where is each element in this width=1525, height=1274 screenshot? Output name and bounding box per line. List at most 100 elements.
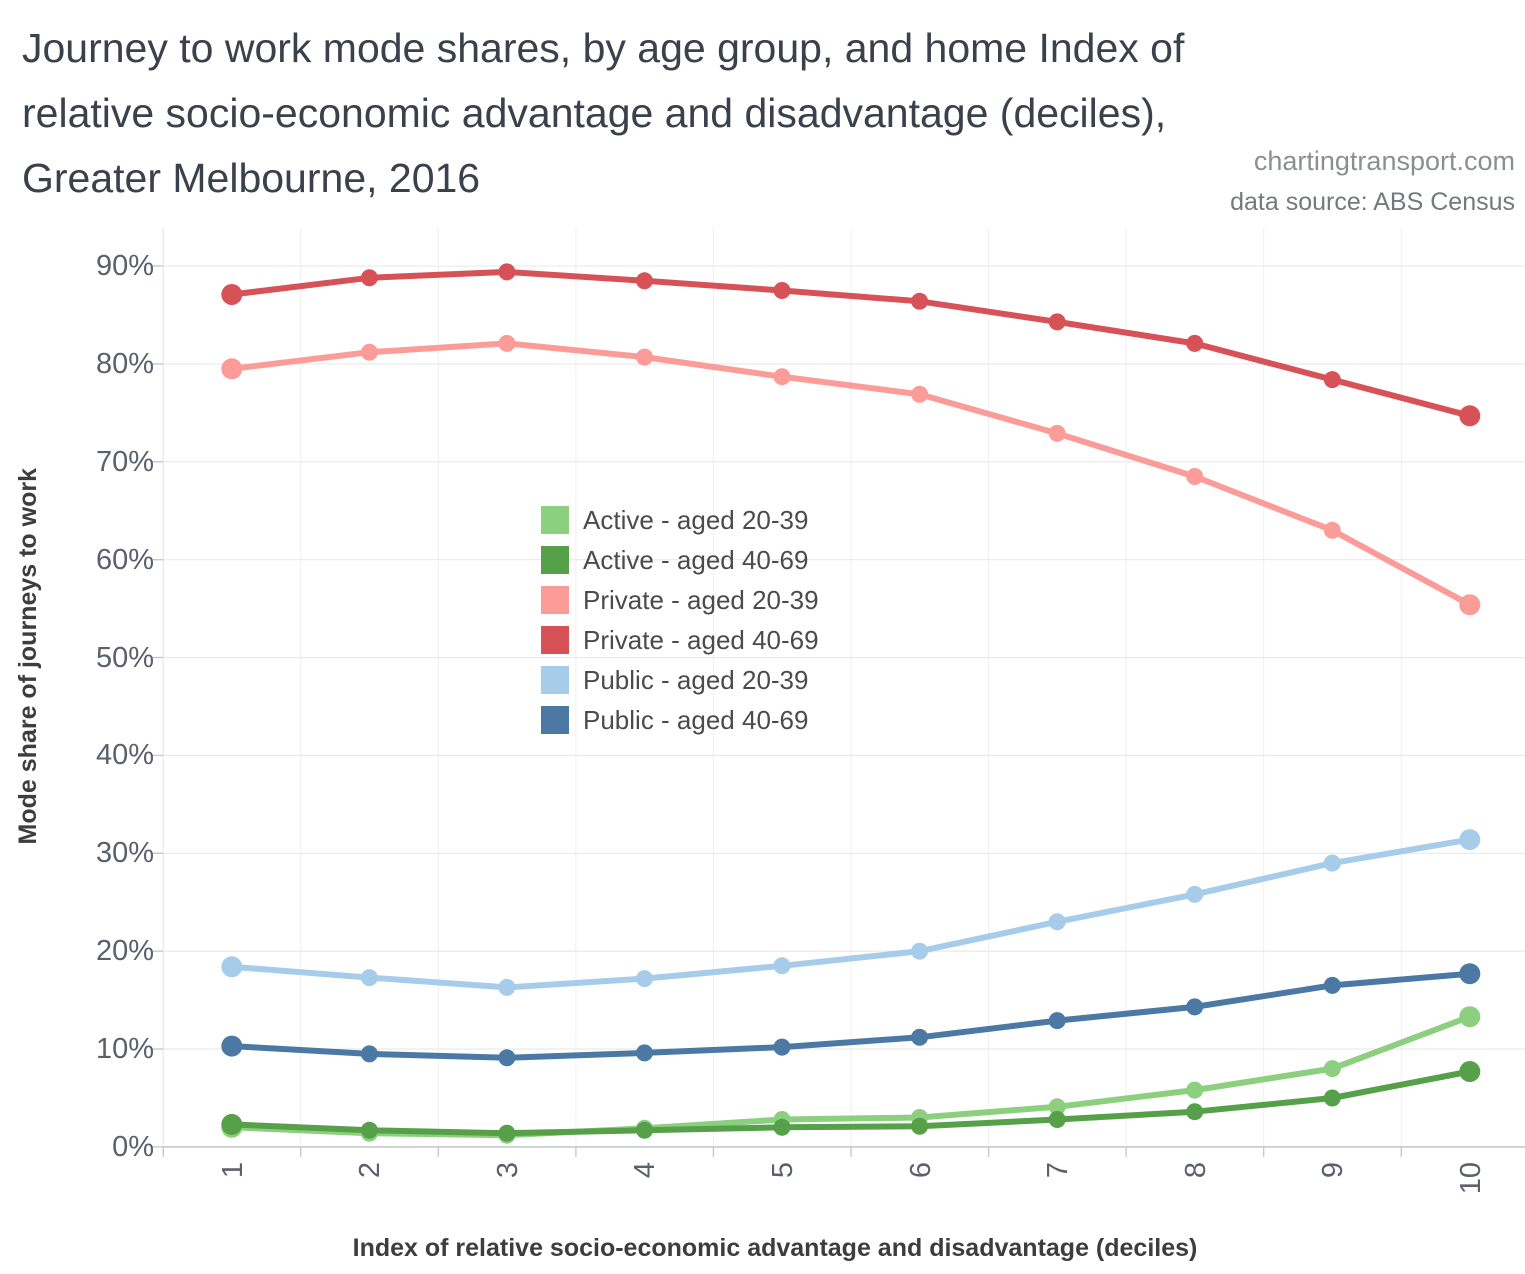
data-point-marker[interactable] (773, 1038, 791, 1056)
data-point-marker[interactable] (1323, 521, 1341, 539)
y-tick-label: 20% (95, 935, 154, 968)
data-source-note: data source: ABS Census (1230, 188, 1515, 216)
legend-label: Public - aged 20-39 (583, 664, 809, 695)
x-tick-label: 5 (767, 1162, 800, 1179)
data-point-marker[interactable] (498, 1124, 516, 1142)
series-line[interactable] (228, 268, 1473, 419)
data-point-marker[interactable] (1048, 1111, 1066, 1128)
data-point-marker[interactable] (1459, 594, 1481, 616)
chart-title-line: Greater Melbourne, 2016 (22, 155, 481, 201)
data-point-marker[interactable] (1323, 854, 1341, 872)
legend-swatch-icon (541, 666, 569, 694)
chart-title: Journey to work mode shares, by age grou… (22, 16, 1442, 211)
data-point-marker[interactable] (636, 1044, 653, 1062)
data-point-marker[interactable] (1459, 1061, 1481, 1082)
series-private-aged-20-39[interactable] (221, 334, 1481, 616)
series-active-aged-40-69[interactable] (221, 1061, 1481, 1142)
data-point-marker[interactable] (1186, 998, 1204, 1016)
data-point-marker[interactable] (1459, 963, 1481, 985)
data-point-marker[interactable] (498, 978, 516, 996)
x-tick-label: 2 (354, 1162, 387, 1179)
data-point-marker[interactable] (498, 263, 516, 281)
legend-item-public-aged-40-69[interactable]: Public - aged 40-69 (541, 700, 819, 740)
data-point-marker[interactable] (636, 272, 653, 290)
legend-label: Private - aged 40-69 (583, 624, 819, 655)
data-point-marker[interactable] (911, 1117, 929, 1135)
legend-swatch-icon (541, 626, 569, 654)
data-point-marker[interactable] (221, 358, 243, 380)
data-point-marker[interactable] (911, 292, 929, 310)
data-point-marker[interactable] (1323, 1060, 1341, 1078)
data-point-marker[interactable] (1323, 371, 1341, 389)
x-tick-label: 8 (1179, 1162, 1212, 1179)
data-point-marker[interactable] (773, 368, 791, 386)
data-point-marker[interactable] (1048, 424, 1066, 442)
series-public-aged-20-39[interactable] (221, 829, 1481, 996)
legend-label: Active - aged 20-39 (583, 504, 809, 535)
legend-swatch-icon (541, 586, 569, 614)
data-point-marker[interactable] (1048, 1098, 1066, 1116)
data-point-marker[interactable] (360, 269, 378, 287)
data-point-marker[interactable] (773, 1118, 791, 1136)
data-point-marker[interactable] (1323, 976, 1341, 994)
data-point-marker[interactable] (360, 1045, 378, 1063)
data-point-marker[interactable] (773, 957, 791, 975)
x-tick-label: 6 (904, 1162, 937, 1179)
data-point-marker[interactable] (911, 942, 929, 960)
data-point-marker[interactable] (1459, 405, 1481, 427)
legend-item-public-aged-20-39[interactable]: Public - aged 20-39 (541, 660, 819, 700)
data-point-marker[interactable] (1459, 829, 1481, 851)
legend-item-active-aged-40-69[interactable]: Active - aged 40-69 (541, 540, 819, 580)
series-public-aged-40-69[interactable] (221, 963, 1481, 1067)
data-point-marker[interactable] (360, 1121, 378, 1139)
legend-swatch-icon (541, 546, 569, 574)
series-private-aged-40-69[interactable] (221, 263, 1481, 427)
y-tick-label: 30% (95, 837, 154, 870)
data-point-marker[interactable] (1186, 468, 1204, 485)
data-point-marker[interactable] (221, 284, 243, 305)
data-point-marker[interactable] (1186, 885, 1204, 903)
series-line[interactable] (228, 970, 1473, 1061)
y-tick-label: 60% (95, 543, 154, 576)
data-point-marker[interactable] (221, 956, 243, 978)
legend-item-private-aged-40-69[interactable]: Private - aged 40-69 (541, 620, 819, 660)
y-tick-label: 70% (95, 445, 154, 478)
legend-item-private-aged-20-39[interactable]: Private - aged 20-39 (541, 580, 819, 620)
data-point-marker[interactable] (360, 343, 378, 361)
series-line[interactable] (228, 1068, 1473, 1137)
data-point-marker[interactable] (1048, 313, 1066, 331)
y-tick-label: 90% (95, 250, 154, 283)
x-tick-label: 9 (1317, 1162, 1350, 1179)
data-point-marker[interactable] (636, 970, 653, 988)
legend-label: Public - aged 40-69 (583, 704, 809, 735)
data-point-marker[interactable] (1459, 1006, 1481, 1028)
data-point-marker[interactable] (911, 1028, 929, 1046)
y-tick-label: 50% (95, 641, 154, 674)
y-tick-label: 40% (95, 739, 154, 772)
data-point-marker[interactable] (221, 1113, 243, 1135)
x-tick-label: 3 (491, 1162, 524, 1179)
data-point-marker[interactable] (1048, 1012, 1066, 1030)
chart-title-line: relative socio-economic advantage and di… (22, 90, 1167, 136)
data-point-marker[interactable] (360, 969, 378, 987)
x-tick-label: 10 (1454, 1162, 1487, 1195)
data-point-marker[interactable] (636, 1121, 653, 1139)
legend-item-active-aged-20-39[interactable]: Active - aged 20-39 (541, 500, 819, 540)
data-point-marker[interactable] (498, 334, 516, 352)
series-line[interactable] (228, 836, 1473, 991)
y-tick-label: 10% (95, 1033, 154, 1066)
series-line[interactable] (228, 340, 1473, 608)
data-point-marker[interactable] (636, 348, 653, 366)
data-point-marker[interactable] (1186, 1103, 1204, 1121)
data-point-marker[interactable] (773, 282, 791, 299)
watermark: chartingtransport.com (1253, 146, 1515, 176)
data-point-marker[interactable] (911, 385, 929, 403)
data-point-marker[interactable] (221, 1035, 243, 1057)
data-point-marker[interactable] (1186, 334, 1204, 352)
data-point-marker[interactable] (1048, 913, 1066, 931)
data-point-marker[interactable] (1186, 1081, 1204, 1099)
data-point-marker[interactable] (498, 1049, 516, 1067)
data-point-marker[interactable] (1323, 1089, 1341, 1107)
legend: Active - aged 20-39 Active - aged 40-69 Pr… (541, 500, 819, 740)
